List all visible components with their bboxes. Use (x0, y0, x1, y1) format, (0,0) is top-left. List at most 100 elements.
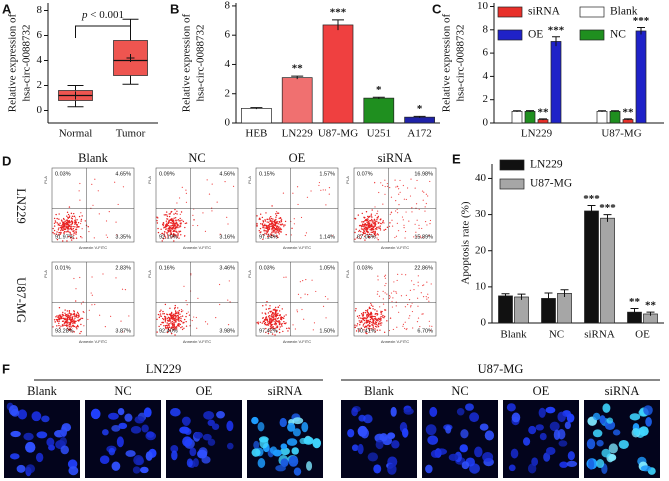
cell-event (373, 220, 375, 222)
cell-event (278, 228, 280, 230)
cell-event (303, 318, 305, 320)
cell-event (62, 320, 65, 322)
bar (514, 296, 529, 324)
nucleus (588, 458, 595, 470)
cell-event (172, 317, 175, 319)
nucleus (292, 428, 301, 437)
cell-event (374, 313, 376, 315)
cell-event (61, 315, 64, 317)
cell-event (73, 321, 75, 324)
cell-event (262, 305, 264, 307)
cell-event (174, 212, 177, 215)
axis-label: Annexin V-FITC (183, 339, 211, 344)
cell-event (380, 222, 382, 225)
axis-label: Annexin V-FITC (381, 339, 409, 344)
cell-event (181, 328, 184, 331)
axis-label: PI-A (147, 270, 152, 278)
cell-event (259, 213, 262, 215)
cell-event (62, 221, 64, 224)
cell-event (76, 328, 78, 330)
error-bar (646, 311, 655, 316)
cell-event (380, 318, 382, 320)
cell-event (168, 213, 170, 215)
cell-event (264, 220, 267, 222)
cell-event (410, 306, 412, 308)
nucleus (604, 420, 616, 431)
cell-event (278, 310, 281, 312)
y-axis-label: Relative expression of (7, 13, 19, 112)
cell-event (282, 330, 284, 333)
cell-event (284, 322, 286, 325)
cell-event (274, 327, 276, 330)
column-header: NC (188, 151, 205, 165)
cell-event (183, 285, 185, 287)
nucleus (139, 466, 149, 474)
cell-event (168, 325, 170, 327)
significance: *** (583, 193, 600, 205)
cell-event (262, 220, 264, 222)
cell-event (60, 325, 62, 327)
cell-event (416, 236, 418, 238)
cell-event (391, 225, 394, 227)
whisker (67, 100, 84, 108)
nucleus (125, 450, 136, 457)
y-tick-label: 2 (483, 93, 489, 105)
cell-event (175, 319, 177, 321)
cell-event (305, 232, 308, 234)
cell-event (65, 317, 67, 319)
cell-event (381, 316, 384, 318)
cell-event (358, 229, 361, 232)
y-tick-label: 0 (483, 117, 489, 129)
cell-event (269, 215, 272, 218)
cell-event (390, 196, 393, 198)
cell-event (185, 300, 187, 302)
cell-event (174, 227, 177, 229)
cell-event (164, 214, 167, 216)
cell-event (427, 195, 429, 197)
cell-event (390, 292, 393, 294)
cell-event (280, 324, 283, 326)
nucleus (386, 432, 396, 440)
cell-event (66, 314, 68, 316)
x-tick-label: LN229 (282, 128, 314, 140)
axis-label: PI-A (147, 176, 152, 184)
bar (241, 108, 272, 124)
cell-event (67, 314, 69, 317)
cell-event (268, 319, 271, 321)
cell-event (272, 229, 275, 232)
cell-event (193, 316, 195, 318)
cell-event (281, 223, 283, 225)
cell-event (185, 315, 187, 318)
cell-event (378, 295, 381, 297)
cell-event (259, 231, 261, 234)
cell-event (256, 222, 258, 225)
nucleus (60, 445, 69, 455)
cell-event (373, 318, 375, 320)
y-tick-label: 6 (225, 29, 231, 41)
cell-event (162, 310, 164, 313)
cell-event (377, 275, 379, 277)
cell-event (390, 212, 393, 214)
cell-event (70, 237, 73, 239)
cell-event (218, 283, 221, 286)
cell-event (369, 229, 371, 231)
cell-event (68, 329, 71, 331)
cell-event (76, 325, 78, 328)
cell-event (301, 308, 303, 311)
legend-label: OE (528, 29, 543, 41)
cell-event (165, 220, 168, 222)
cell-event (398, 204, 400, 206)
cell-event (274, 221, 276, 224)
cell-event (396, 212, 399, 214)
quadrant-percent: 0.07% (357, 171, 373, 177)
cell-event (417, 275, 419, 277)
cell-event (52, 231, 54, 234)
cell-event (167, 324, 169, 327)
cell-event (304, 234, 306, 237)
cell-event (372, 228, 375, 231)
cell-event (362, 319, 364, 321)
cell-event (397, 230, 400, 232)
cell-event (328, 193, 330, 195)
nucleus (545, 446, 556, 455)
nucleus (25, 464, 36, 474)
